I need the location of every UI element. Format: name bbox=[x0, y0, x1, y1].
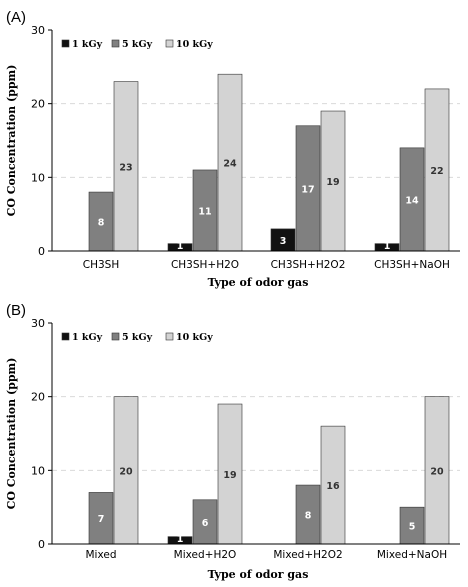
x-tick-label: Mixed+NaOH bbox=[377, 549, 447, 561]
bar-5-kgy bbox=[88, 492, 114, 545]
y-tick-label: 10 bbox=[31, 171, 45, 184]
panel-label: (B) bbox=[6, 302, 26, 319]
bar-5-kgy bbox=[295, 125, 321, 252]
legend: 1 kGy 5 kGy 10 kGy bbox=[61, 39, 213, 50]
data-label: 8 bbox=[305, 511, 312, 522]
y-tick-label: 20 bbox=[31, 98, 45, 111]
y-axis-title: CO Concentration (ppm) bbox=[5, 358, 18, 510]
legend-label: 10 kGy bbox=[176, 39, 213, 50]
x-tick-label: CH3SH bbox=[83, 259, 119, 271]
data-label: 1 bbox=[177, 241, 184, 252]
bar-10-kgy bbox=[424, 88, 450, 252]
x-tick-label: Mixed+H2O2 bbox=[273, 549, 342, 561]
y-tick-label: 20 bbox=[31, 391, 45, 404]
data-label: 5 bbox=[409, 522, 416, 533]
bar-5-kgy bbox=[399, 147, 425, 252]
data-label: 16 bbox=[326, 481, 340, 492]
bar-10-kgy bbox=[217, 403, 243, 545]
data-label: 17 bbox=[301, 184, 314, 195]
bar-10-kgy bbox=[424, 396, 450, 545]
legend-swatch bbox=[111, 332, 120, 341]
data-label: 7 bbox=[98, 514, 105, 525]
data-label: 14 bbox=[405, 195, 419, 206]
y-tick-label: 30 bbox=[31, 24, 45, 37]
data-label: 19 bbox=[326, 177, 339, 188]
bar-5-kgy bbox=[192, 499, 218, 545]
legend-label: 5 kGy bbox=[122, 39, 153, 50]
data-label: 19 bbox=[223, 470, 236, 481]
legend-label: 5 kGy bbox=[122, 332, 153, 343]
y-axis-title: CO Concentration (ppm) bbox=[5, 65, 18, 217]
panel-label: (A) bbox=[6, 9, 26, 26]
legend-swatch bbox=[165, 39, 174, 48]
data-label: 3 bbox=[280, 236, 287, 247]
x-axis-title: Type of odor gas bbox=[208, 276, 309, 289]
bar-5-kgy bbox=[88, 191, 114, 252]
data-label: 8 bbox=[98, 218, 105, 229]
legend-label: 1 kGy bbox=[72, 332, 103, 343]
data-label: 1 bbox=[177, 534, 184, 545]
data-label: 6 bbox=[202, 518, 209, 529]
legend-label: 10 kGy bbox=[176, 332, 213, 343]
bar-10-kgy bbox=[320, 110, 346, 252]
legend-swatch bbox=[111, 39, 120, 48]
bar-5-kgy bbox=[192, 169, 218, 252]
legend-swatch bbox=[61, 332, 70, 341]
bar-5-kgy bbox=[399, 506, 425, 545]
bar-10-kgy bbox=[113, 396, 139, 545]
y-tick-label: 30 bbox=[31, 317, 45, 330]
x-tick-label: Mixed+H2O bbox=[174, 549, 237, 561]
x-tick-label: CH3SH+H2O2 bbox=[271, 259, 346, 271]
legend-swatch bbox=[165, 332, 174, 341]
chart-panel-b: (B) 0 10 20 30 1 7 6 8 5 20 19 16 20 Mixed Mixed+H2O Mix… bbox=[5, 302, 460, 581]
data-label: 20 bbox=[430, 466, 444, 477]
bar-10-kgy bbox=[113, 81, 139, 252]
data-label: 23 bbox=[119, 162, 132, 173]
bar-10-kgy bbox=[217, 73, 243, 252]
data-label: 24 bbox=[223, 159, 237, 170]
data-label: 1 bbox=[384, 241, 391, 252]
data-label: 22 bbox=[430, 166, 443, 177]
bar-5-kgy bbox=[295, 484, 321, 545]
data-label: 11 bbox=[198, 206, 211, 217]
chart-panel-a: (A) 0 10 20 30 1 3 1 8 11 17 14 23 24 19 22 CH3SH CH3SH+H… bbox=[5, 9, 460, 289]
x-axis-title: Type of odor gas bbox=[208, 568, 309, 581]
x-tick-label: CH3SH+NaOH bbox=[374, 259, 450, 271]
legend-swatch bbox=[61, 39, 70, 48]
y-tick-label: 10 bbox=[31, 464, 45, 477]
y-tick-label: 0 bbox=[38, 538, 45, 551]
legend: 1 kGy 5 kGy 10 kGy bbox=[61, 332, 213, 343]
x-tick-label: CH3SH+H2O bbox=[171, 259, 239, 271]
x-tick-label: Mixed bbox=[86, 549, 117, 561]
y-tick-label: 0 bbox=[38, 245, 45, 258]
data-label: 20 bbox=[119, 466, 133, 477]
legend-label: 1 kGy bbox=[72, 39, 103, 50]
